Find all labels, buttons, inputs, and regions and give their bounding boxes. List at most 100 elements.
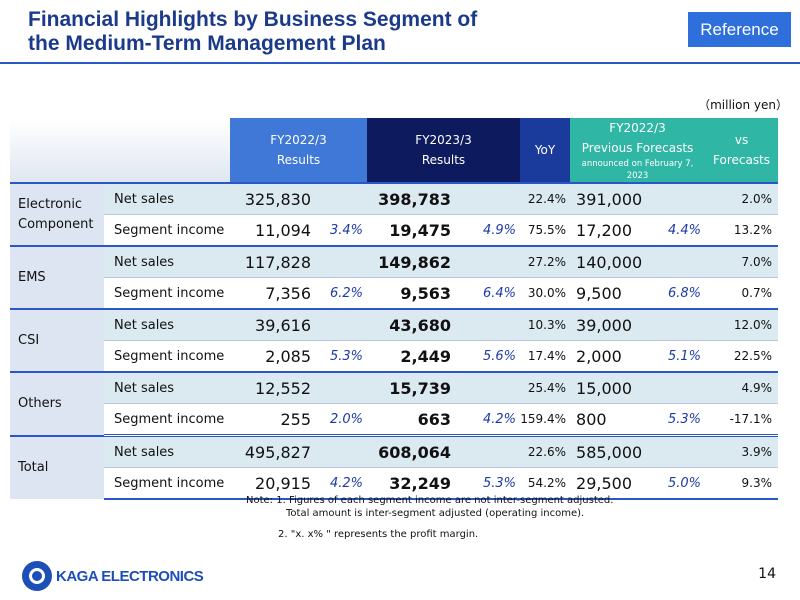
fy2022-value: 255 xyxy=(230,403,315,436)
header-vs-line1: vs xyxy=(734,133,749,147)
fy2023-margin xyxy=(455,434,521,468)
yoy-value: 75.5% xyxy=(520,214,571,246)
header-blank xyxy=(10,118,230,183)
forecast-margin: 5.0% xyxy=(650,467,706,500)
vs-forecast-value: 7.0% xyxy=(705,245,779,278)
row-item-label: Net sales xyxy=(104,182,230,215)
fy2022-margin: 3.4% xyxy=(315,214,368,246)
header-fy2022-results: FY2022/3 Results xyxy=(230,118,368,183)
row-item-label: Net sales xyxy=(104,434,230,468)
fy2022-margin xyxy=(315,245,368,278)
vs-forecast-value: -17.1% xyxy=(705,403,779,436)
fy2023-margin xyxy=(455,182,521,215)
fy2023-margin: 5.6% xyxy=(455,340,521,372)
forecast-margin xyxy=(650,308,706,341)
row-item-label: Net sales xyxy=(104,245,230,278)
segment-name: Total xyxy=(10,434,104,499)
row-item-label: Segment income xyxy=(104,214,230,246)
fy2023-value: 15,739 xyxy=(367,371,456,404)
fy2022-value: 20,915 xyxy=(230,467,315,500)
fy2022-value: 39,616 xyxy=(230,308,315,341)
yoy-value: 30.0% xyxy=(520,277,571,309)
table-row: Segment income 255 2.0% 663 4.2% 159.4% 800 5.3… xyxy=(10,403,779,436)
row-item-label: Net sales xyxy=(104,308,230,341)
fy2022-margin xyxy=(315,371,368,404)
yoy-value: 22.6% xyxy=(520,434,571,468)
header-fy2023-results: FY2023/3 Results xyxy=(367,118,521,183)
segment-name: CSI xyxy=(10,308,104,372)
header-fy2022-line2: Results xyxy=(276,153,321,167)
vs-forecast-value: 4.9% xyxy=(705,371,779,404)
fy2022-value: 2,085 xyxy=(230,340,315,372)
fy2023-value: 2,449 xyxy=(367,340,456,372)
header-fy2023-line1: FY2023/3 xyxy=(415,133,472,147)
vs-forecast-value: 12.0% xyxy=(705,308,779,341)
forecast-margin xyxy=(650,371,706,404)
row-item-label: Segment income xyxy=(104,340,230,372)
forecast-margin xyxy=(650,434,706,468)
forecast-margin: 5.1% xyxy=(650,340,706,372)
forecast-margin xyxy=(650,245,706,278)
table-row: Segment income 7,356 6.2% 9,563 6.4% 30.0% 9,5… xyxy=(10,277,779,309)
title-line-2: the Medium-Term Management Plan xyxy=(28,32,386,55)
table-row: Segment income 20,915 4.2% 32,249 5.3% 54.2% 2… xyxy=(10,467,779,500)
title-divider xyxy=(0,62,800,64)
fy2023-margin xyxy=(455,245,521,278)
forecast-value: 140,000 xyxy=(570,245,651,278)
vs-forecast-value: 2.0% xyxy=(705,182,779,215)
forecast-value: 9,500 xyxy=(570,277,651,309)
fy2023-value: 43,680 xyxy=(367,308,456,341)
fy2023-margin: 6.4% xyxy=(455,277,521,309)
fy2022-margin: 5.3% xyxy=(315,340,368,372)
logo-text: KAGA ELECTRONICS xyxy=(56,567,204,585)
header-fy2022-line1: FY2022/3 xyxy=(270,133,327,147)
forecast-value: 2,000 xyxy=(570,340,651,372)
forecast-value: 585,000 xyxy=(570,434,651,468)
vs-forecast-value: 22.5% xyxy=(705,340,779,372)
row-item-label: Segment income xyxy=(104,277,230,309)
header-yoy: YoY xyxy=(520,118,571,183)
header-prev-line3: announced on February 7, 2023 xyxy=(581,159,694,181)
forecast-value: 29,500 xyxy=(570,467,651,500)
fy2022-margin: 6.2% xyxy=(315,277,368,309)
forecast-margin: 4.4% xyxy=(650,214,706,246)
fy2022-value: 495,827 xyxy=(230,434,315,468)
segment-name: Others xyxy=(10,371,104,436)
fy2023-margin xyxy=(455,308,521,341)
company-logo: KAGA ELECTRONICS xyxy=(22,560,204,592)
forecast-value: 15,000 xyxy=(570,371,651,404)
yoy-value: 159.4% xyxy=(520,403,571,436)
vs-forecast-value: 9.3% xyxy=(705,467,779,500)
fy2022-margin: 4.2% xyxy=(315,467,368,500)
yoy-value: 17.4% xyxy=(520,340,571,372)
table-row: CSI Net sales 39,616 43,680 10.3% 39,000 12.0% xyxy=(10,308,779,372)
yoy-value: 10.3% xyxy=(520,308,571,341)
note-1: Note: 1. Figures of each segment income … xyxy=(246,495,614,506)
segment-name: Electronic Component xyxy=(10,182,104,246)
header-vs-line2: Forecasts xyxy=(713,153,771,167)
header-fy2023-line2: Results xyxy=(421,153,466,167)
note-1-continued: Total amount is inter-segment adjusted (… xyxy=(286,508,585,519)
fy2023-value: 9,563 xyxy=(367,277,456,309)
table-row: Total Net sales 495,827 608,064 22.6% 585,000… xyxy=(10,434,779,499)
forecast-value: 17,200 xyxy=(570,214,651,246)
logo-mark-icon xyxy=(22,561,52,591)
fy2023-value: 663 xyxy=(367,403,456,436)
yoy-value: 27.2% xyxy=(520,245,571,278)
forecast-margin: 5.3% xyxy=(650,403,706,436)
fy2023-margin: 4.9% xyxy=(455,214,521,246)
forecast-margin: 6.8% xyxy=(650,277,706,309)
fy2022-margin xyxy=(315,182,368,215)
fy2023-value: 608,064 xyxy=(367,434,456,468)
fy2022-value: 325,830 xyxy=(230,182,315,215)
yoy-value: 54.2% xyxy=(520,467,571,500)
header-row: FY2022/3 Results FY2023/3 Results YoY FY… xyxy=(10,118,779,183)
segment-name: EMS xyxy=(10,245,104,309)
table-row: Electronic Component Net sales 325,830 398,… xyxy=(10,182,779,246)
yoy-value: 22.4% xyxy=(520,182,571,215)
fy2022-margin xyxy=(315,434,368,468)
fy2022-value: 117,828 xyxy=(230,245,315,278)
yoy-value: 25.4% xyxy=(520,371,571,404)
notes: Note: 1. Figures of each segment income … xyxy=(246,494,613,541)
fy2023-margin: 5.3% xyxy=(455,467,521,500)
